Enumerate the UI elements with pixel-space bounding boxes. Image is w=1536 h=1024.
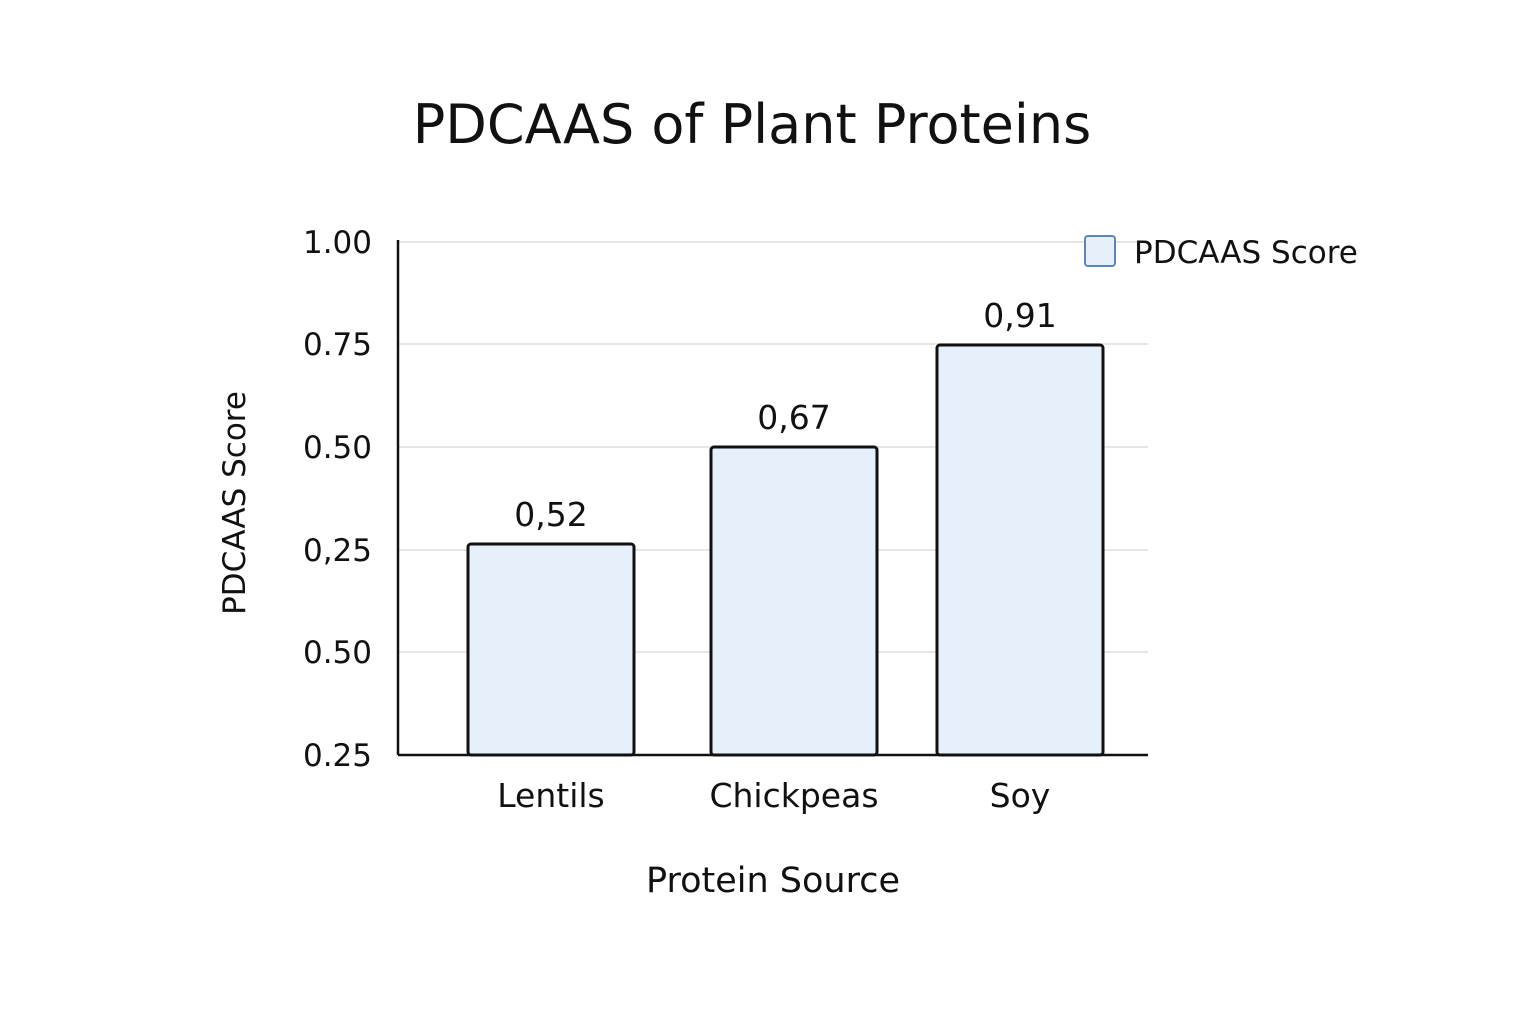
y-tick-label: 0.50 bbox=[303, 635, 372, 671]
y-axis-label: PDCAAS Score bbox=[217, 391, 253, 615]
bars bbox=[466, 343, 1105, 757]
legend-label: PDCAAS Score bbox=[1134, 235, 1358, 271]
legend: PDCAAS Score bbox=[1084, 235, 1358, 271]
bar-data-label: 0,52 bbox=[514, 495, 587, 534]
y-tick-label: 1.00 bbox=[303, 225, 372, 261]
x-tick-label: Soy bbox=[990, 776, 1051, 815]
bar-data-labels: 0,52 0,67 0,91 bbox=[514, 296, 1056, 534]
x-tick-label: Lentils bbox=[497, 776, 605, 815]
y-tick-label: 0,25 bbox=[303, 533, 372, 569]
y-tick-label: 0.75 bbox=[303, 327, 372, 363]
bar-chickpeas bbox=[709, 445, 879, 757]
legend-swatch bbox=[1084, 235, 1116, 267]
bar-data-label: 0,91 bbox=[983, 296, 1056, 335]
y-tick-label: 0.25 bbox=[303, 738, 372, 774]
x-axis-ticks: Lentils Chickpeas Soy bbox=[497, 776, 1050, 815]
chart-title: PDCAAS of Plant Proteins bbox=[413, 93, 1092, 156]
bar-soy bbox=[935, 343, 1105, 757]
bar-lentils bbox=[466, 542, 636, 757]
y-tick-label: 0.50 bbox=[303, 430, 372, 466]
y-axis-ticks: 1.00 0.75 0.50 0,25 0.50 0.25 bbox=[303, 225, 372, 774]
bar-data-label: 0,67 bbox=[757, 398, 830, 437]
x-axis-label: Protein Source bbox=[646, 861, 900, 901]
x-tick-label: Chickpeas bbox=[709, 776, 878, 815]
